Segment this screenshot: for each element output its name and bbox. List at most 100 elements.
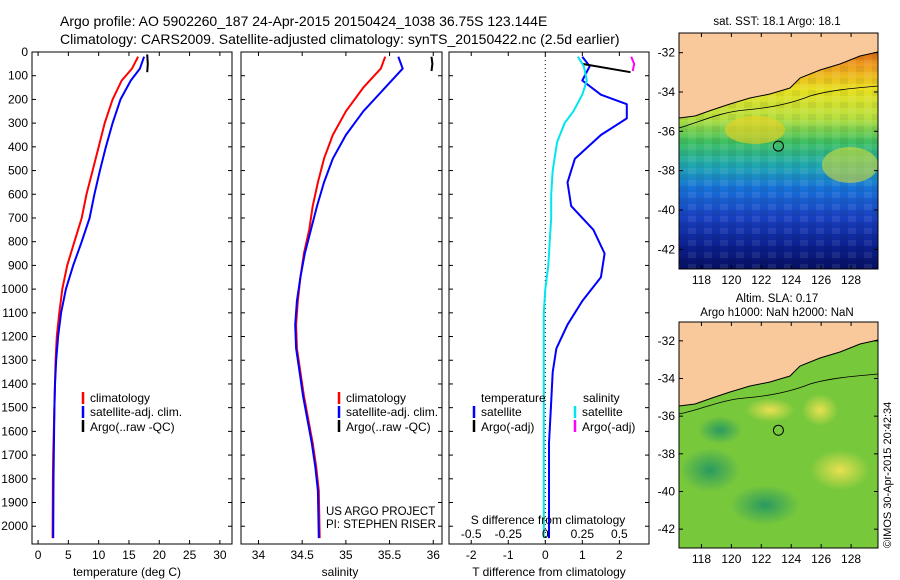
sst-map-title: sat. SST: 18.1 Argo: 18.1 — [713, 16, 840, 28]
sla-high-anomaly — [810, 450, 870, 490]
legend-label-temp-satellite: satellite — [481, 405, 522, 419]
sst-warm-patch — [822, 147, 878, 183]
depth-tick-label: 1000 — [1, 282, 28, 296]
sla-high-anomaly — [802, 394, 838, 426]
difference-legend: temperature salinity satellite Argo(-adj… — [472, 391, 635, 434]
sla-low-anomaly — [680, 448, 740, 492]
lon-tick-label: 120 — [721, 273, 741, 287]
x-tick-label: -2 — [466, 548, 477, 562]
legend-header-salinity: salinity — [583, 391, 620, 405]
x-tick-label: 35 — [339, 548, 353, 562]
lon-tick-label: 124 — [781, 273, 801, 287]
lat-tick-label: -38 — [658, 447, 676, 461]
legend-label-climatology: climatology — [346, 391, 406, 405]
depth-contour — [678, 85, 879, 129]
x-tick-label: 0 — [35, 548, 42, 562]
depth-tick-label: 800 — [8, 235, 28, 249]
temperature-legend: climatology satellite-adj. clim. Argo(..… — [81, 391, 182, 434]
depth-tick-label: 400 — [8, 140, 28, 154]
legend-label-satellite-adj: satellite-adj. clim. — [346, 405, 438, 419]
land-australia — [679, 322, 878, 406]
temperature-plot-frame — [31, 51, 233, 545]
depth-tick-label: 2000 — [1, 519, 28, 533]
salinity-plot-frame — [240, 51, 443, 545]
s-difference-tick-labels: -0.5 -0.25 0 0.25 0.5 — [461, 527, 628, 541]
s-difference-tick-label: 0 — [542, 527, 549, 541]
title-line-2: Climatology: CARS2009. Satellite-adjuste… — [60, 31, 620, 47]
lat-tick-label: -32 — [658, 46, 676, 60]
x-tick-label: 5 — [65, 548, 72, 562]
temperature-axis-label: temperature (deg C) — [73, 565, 181, 579]
s-difference-tick-label: -0.5 — [461, 527, 482, 541]
argo-position-marker — [772, 424, 784, 436]
legend-label-sal-argo: Argo(-adj) — [582, 420, 635, 434]
title-line-1: Argo profile: AO 5902260_187 24-Apr-2015… — [60, 13, 547, 29]
series-line-argo-raw-qc- — [430, 56, 434, 72]
temperature-series — [51, 54, 149, 539]
depth-tick-label: 1400 — [1, 377, 28, 391]
lon-tick-label: 118 — [692, 273, 711, 287]
x-tick-label: 36 — [427, 548, 441, 562]
lon-tick-label: 120 — [721, 552, 741, 566]
depth-tick-label: 1700 — [1, 448, 28, 462]
lon-tick-label: 128 — [841, 552, 861, 566]
legend-label-sal-satellite: satellite — [582, 405, 623, 419]
legend-header-temperature: temperature — [481, 391, 546, 405]
depth-tick-label: 1600 — [1, 424, 28, 438]
sst-map-ticks: 118 120 122 124 126 128 -32 -34 -36 -38 -40 -42 — [658, 33, 878, 287]
lat-tick-label: -34 — [658, 85, 676, 99]
depth-tick-label: 1500 — [1, 401, 28, 415]
project-annotation: US ARGO PROJECT — [326, 506, 435, 518]
x-tick-label: 20 — [153, 548, 167, 562]
s-difference-tick-label: 0.25 — [571, 527, 595, 541]
x-tick-label: 25 — [183, 548, 197, 562]
land-australia — [679, 33, 878, 118]
lat-tick-label: -42 — [658, 242, 676, 256]
salinity-legend: climatology satellite-adj. clim. Argo(..… — [337, 391, 438, 434]
sla-map-title: Altim. SLA: 0.17 — [736, 293, 818, 305]
x-tick-label: 34 — [252, 548, 266, 562]
series-line-salinity-satellite — [542, 56, 588, 539]
series-line-temperature-satellite — [548, 56, 628, 539]
lat-tick-label: -36 — [658, 124, 676, 138]
legend-label-temp-argo: Argo(-adj) — [481, 420, 534, 434]
difference-plot-frame — [448, 51, 650, 545]
lat-tick-label: -34 — [658, 372, 676, 386]
x-tick-label: 2 — [616, 548, 623, 562]
s-difference-tick-label: 0.5 — [611, 527, 628, 541]
sla-map-subtitle: Argo h1000: NaN h2000: NaN — [700, 307, 853, 319]
legend-label-climatology: climatology — [90, 391, 150, 405]
difference-series — [542, 56, 636, 539]
lat-tick-label: -36 — [658, 409, 676, 423]
x-tick-label: -1 — [503, 548, 514, 562]
x-tick-label: 0 — [542, 548, 549, 562]
salinity-panel: 34 34.5 35 35.5 36 salinity climatology sate… — [240, 51, 443, 579]
difference-ticks: -2 -1 0 1 2 — [449, 51, 649, 562]
series-line-salinity-argo-adj- — [630, 56, 636, 72]
depth-tick-label: 1300 — [1, 353, 28, 367]
lon-tick-label: 122 — [751, 273, 771, 287]
t-difference-axis-label: T difference from climatology — [472, 565, 626, 579]
lat-tick-label: -32 — [658, 334, 676, 348]
lat-tick-label: -42 — [658, 522, 676, 536]
salinity-series — [294, 56, 434, 539]
sst-map-panel: sat. SST: 18.1 Argo: 18.1 118 120 122 124 12… — [658, 16, 879, 287]
depth-tick-label: 600 — [8, 187, 28, 201]
legend-label-satellite-adj: satellite-adj. clim. — [90, 405, 182, 419]
difference-panel: -2 -1 0 1 2 temperature salinity satellite A… — [448, 51, 650, 579]
depth-tick-label: 1900 — [1, 496, 28, 510]
s-difference-tick-label: -0.25 — [495, 527, 523, 541]
lon-tick-label: 124 — [781, 552, 801, 566]
series-line-climatology — [295, 56, 387, 539]
sla-map-ticks: 118 120 122 124 126 128 -32 -34 -36 -38 -40 -42 — [658, 322, 878, 566]
x-tick-label: 10 — [92, 548, 106, 562]
sst-warm-patch — [725, 116, 785, 144]
lat-tick-label: -38 — [658, 164, 676, 178]
depth-axis-labels: 0 100 200 300 400 500 600 700 800 900 1000 1100 1200… — [1, 45, 28, 533]
lat-tick-label: -40 — [658, 203, 676, 217]
imos-credit: ©IMOS 30-Apr-2015 20:42:34 — [882, 402, 894, 548]
x-tick-label: 35.5 — [378, 548, 402, 562]
lon-tick-label: 126 — [811, 273, 831, 287]
x-tick-label: 30 — [213, 548, 227, 562]
